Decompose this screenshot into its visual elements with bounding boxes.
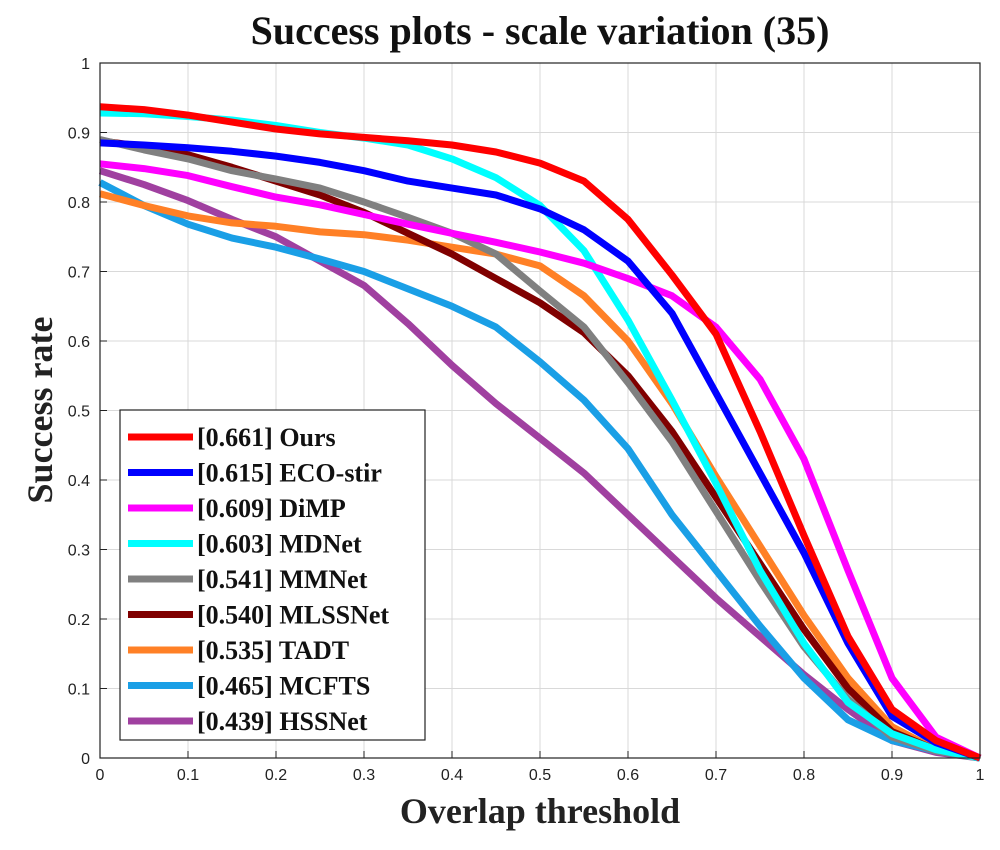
legend-label-mmnet: [0.541] MMNet — [197, 565, 368, 594]
x-tick-label: 0.6 — [617, 767, 639, 784]
y-tick-label: 0.2 — [68, 612, 90, 629]
legend: [0.661] Ours [0.615] ECO-stir [0.609] DiMP… — [119, 409, 426, 741]
x-tick-label: 0.7 — [705, 767, 727, 784]
legend-label-dimp: [0.609] DiMP — [197, 494, 346, 523]
y-tick-label: 0.3 — [68, 543, 90, 560]
series-line-dimp — [99, 160, 982, 762]
series-lines — [98, 103, 982, 762]
y-tick-label: 0.5 — [68, 404, 90, 421]
series-line-tadt — [99, 190, 981, 762]
y-tick-label: 0.7 — [68, 265, 90, 282]
series-line-eco-stir — [99, 139, 982, 762]
y-axis-label: Success rate — [20, 317, 60, 504]
legend-label-mcfts: [0.465] MCFTS — [197, 672, 370, 701]
legend-label-ours: [0.661] Ours — [197, 423, 336, 452]
x-tick-label: 0 — [96, 767, 105, 784]
series-line-ours — [99, 103, 982, 762]
y-tick-label: 0.1 — [68, 682, 90, 699]
x-tick-label: 0.4 — [441, 767, 463, 784]
y-tick-label: 0 — [81, 751, 90, 768]
y-tick-label: 0.4 — [68, 473, 90, 490]
series-line-mcfts — [98, 179, 981, 762]
x-tick-label: 0.8 — [793, 767, 815, 784]
x-tick-label: 0.2 — [265, 767, 287, 784]
y-tick-label: 0.9 — [68, 126, 90, 143]
y-tick-label: 0.6 — [68, 334, 90, 351]
x-tick-label: 0.9 — [881, 767, 903, 784]
y-tick-label: 1 — [81, 56, 90, 73]
legend-label-hssnet: [0.439] HSSNet — [197, 707, 368, 736]
x-axis-ticks: 0 0.1 0.2 0.3 0.4 0.5 0.6 0.7 0.8 0.9 1 — [96, 751, 985, 784]
x-tick-label: 0.3 — [353, 767, 375, 784]
legend-label-tadt: [0.535] TADT — [197, 636, 349, 665]
legend-label-eco-stir: [0.615] ECO-stir — [197, 459, 382, 488]
y-axis-ticks: 0 0.1 0.2 0.3 0.4 0.5 0.6 0.7 0.8 0.9 1 — [68, 56, 107, 768]
x-tick-label: 0.1 — [177, 767, 199, 784]
x-axis-label: Overlap threshold — [400, 791, 680, 831]
legend-label-mlssnet: [0.540] MLSSNet — [197, 601, 389, 630]
legend-label-mdnet: [0.603] MDNet — [197, 530, 362, 559]
x-tick-label: 0.5 — [529, 767, 551, 784]
y-tick-label: 0.8 — [68, 195, 90, 212]
chart-title: Success plots - scale variation (35) — [251, 8, 830, 53]
x-tick-label: 1 — [976, 767, 985, 784]
